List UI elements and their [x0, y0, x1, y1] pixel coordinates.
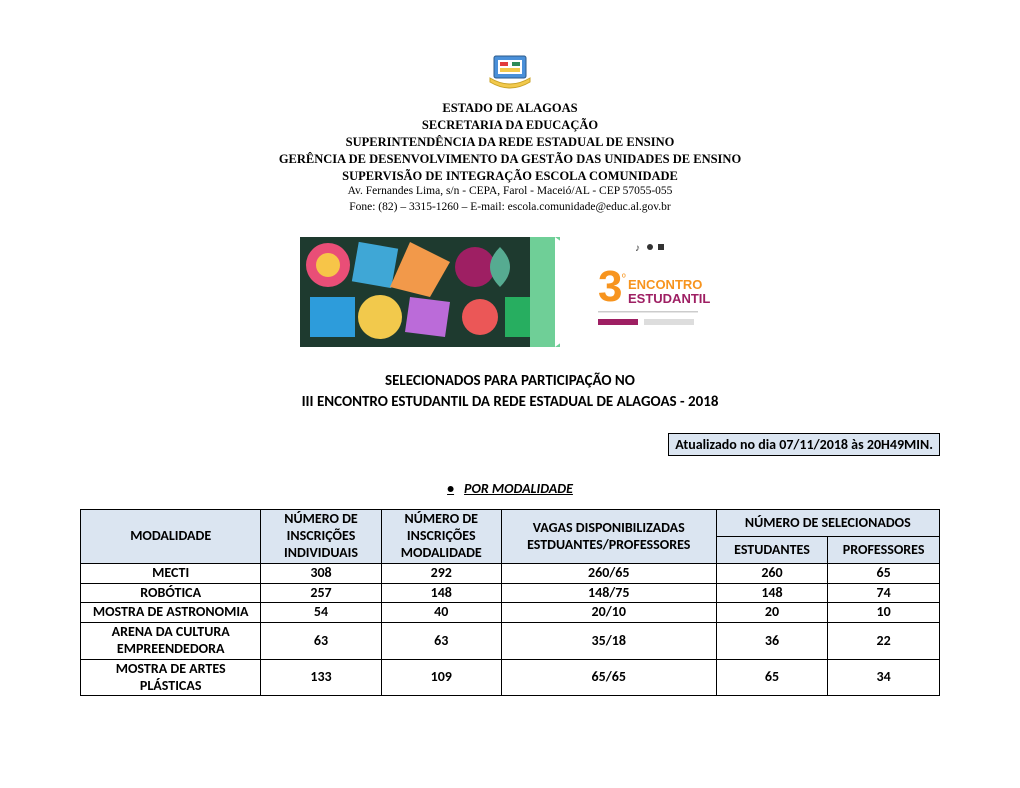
header-line-3: SUPERINTENDÊNCIA DA REDE ESTADUAL DE ENS… — [80, 134, 940, 151]
header-line-4: GERÊNCIA DE DESENVOLVIMENTO DA GESTÃO DA… — [80, 151, 940, 168]
cell-modalidade: MOSTRA DE ARTES PLÁSTICAS — [81, 659, 261, 696]
cell-estudantes: 260 — [716, 563, 828, 583]
th-inscricoes-individuais: NÚMERO DE INSCRIÇÕES INDIVIDUAIS — [261, 510, 381, 563]
section-heading: • POR MODALIDADE — [80, 480, 940, 497]
cell-insc-ind: 257 — [261, 583, 381, 603]
cell-vagas: 260/65 — [501, 563, 716, 583]
cell-insc-ind: 308 — [261, 563, 381, 583]
cell-estudantes: 65 — [716, 659, 828, 696]
title-line-1: SELECIONADOS PARA PARTICIPAÇÃO NO — [80, 371, 940, 392]
table-row: ROBÓTICA 257 148 148/75 148 74 — [81, 583, 940, 603]
cell-vagas: 35/18 — [501, 623, 716, 660]
cell-estudantes: 148 — [716, 583, 828, 603]
th-inscricoes-modalidade: NÚMERO DE INSCRIÇÕES MODALIDADE — [381, 510, 501, 563]
header-line-5: SUPERVISÃO DE INTEGRAÇÃO ESCOLA COMUNIDA… — [80, 168, 940, 185]
cell-estudantes: 36 — [716, 623, 828, 660]
header-line-1: ESTADO DE ALAGOAS — [80, 100, 940, 117]
cell-modalidade: ROBÓTICA — [81, 583, 261, 603]
svg-text:♪: ♪ — [635, 243, 640, 254]
cell-insc-ind: 133 — [261, 659, 381, 696]
header-contact: Fone: (82) – 3315-1260 – E-mail: escola.… — [80, 200, 940, 216]
document-title: SELECIONADOS PARA PARTICIPAÇÃO NO III EN… — [80, 371, 940, 413]
cell-professores: 74 — [828, 583, 940, 603]
th-estudantes: ESTUDANTES — [716, 537, 828, 564]
title-line-2: III ENCONTRO ESTUDANTIL DA REDE ESTADUAL… — [80, 392, 940, 413]
table-row: MECTI 308 292 260/65 260 65 — [81, 563, 940, 583]
svg-text:ESTUDANTIL: ESTUDANTIL — [628, 291, 710, 306]
th-professores: PROFESSORES — [828, 537, 940, 564]
cell-professores: 10 — [828, 603, 940, 623]
update-timestamp: Atualizado no dia 07/11/2018 às 20H49MIN… — [668, 433, 940, 456]
cell-insc-mod: 40 — [381, 603, 501, 623]
cell-vagas: 20/10 — [501, 603, 716, 623]
cell-modalidade: MECTI — [81, 563, 261, 583]
banner-number: 3 — [598, 262, 622, 311]
header-line-2: SECRETARIA DA EDUCAÇÃO — [80, 117, 940, 134]
cell-insc-mod: 148 — [381, 583, 501, 603]
cell-vagas: 65/65 — [501, 659, 716, 696]
cell-insc-mod: 63 — [381, 623, 501, 660]
letterhead: ESTADO DE ALAGOAS SECRETARIA DA EDUCAÇÃO… — [80, 100, 940, 215]
th-selecionados-group: NÚMERO DE SELECIONADOS — [716, 510, 939, 537]
state-emblem — [484, 50, 536, 94]
table-row: MOSTRA DE ASTRONOMIA 54 40 20/10 20 10 — [81, 603, 940, 623]
cell-insc-mod: 109 — [381, 659, 501, 696]
cell-professores: 34 — [828, 659, 940, 696]
th-vagas: VAGAS DISPONIBILIZADAS ESTDUANTES/PROFES… — [501, 510, 716, 563]
bullet-icon: • — [447, 480, 454, 497]
cell-vagas: 148/75 — [501, 583, 716, 603]
event-banner: ♪ 3 º ENCONTRO ESTUDANTIL — [300, 237, 720, 347]
modalidade-table: MODALIDADE NÚMERO DE INSCRIÇÕES INDIVIDU… — [80, 509, 940, 696]
cell-estudantes: 20 — [716, 603, 828, 623]
table-body: MECTI 308 292 260/65 260 65 ROBÓTICA 257… — [81, 563, 940, 696]
cell-professores: 65 — [828, 563, 940, 583]
th-modalidade: MODALIDADE — [81, 510, 261, 563]
cell-insc-mod: 292 — [381, 563, 501, 583]
svg-text:ENCONTRO: ENCONTRO — [628, 277, 702, 292]
cell-insc-ind: 63 — [261, 623, 381, 660]
cell-modalidade: MOSTRA DE ASTRONOMIA — [81, 603, 261, 623]
table-row: MOSTRA DE ARTES PLÁSTICAS 133 109 65/65 … — [81, 659, 940, 696]
cell-insc-ind: 54 — [261, 603, 381, 623]
table-row: ARENA DA CULTURA EMPREENDEDORA 63 63 35/… — [81, 623, 940, 660]
header-address: Av. Fernandes Lima, s/n - CEPA, Farol - … — [80, 184, 940, 200]
svg-text:º: º — [622, 273, 626, 284]
section-label: POR MODALIDADE — [464, 480, 573, 497]
cell-professores: 22 — [828, 623, 940, 660]
cell-modalidade: ARENA DA CULTURA EMPREENDEDORA — [81, 623, 261, 660]
